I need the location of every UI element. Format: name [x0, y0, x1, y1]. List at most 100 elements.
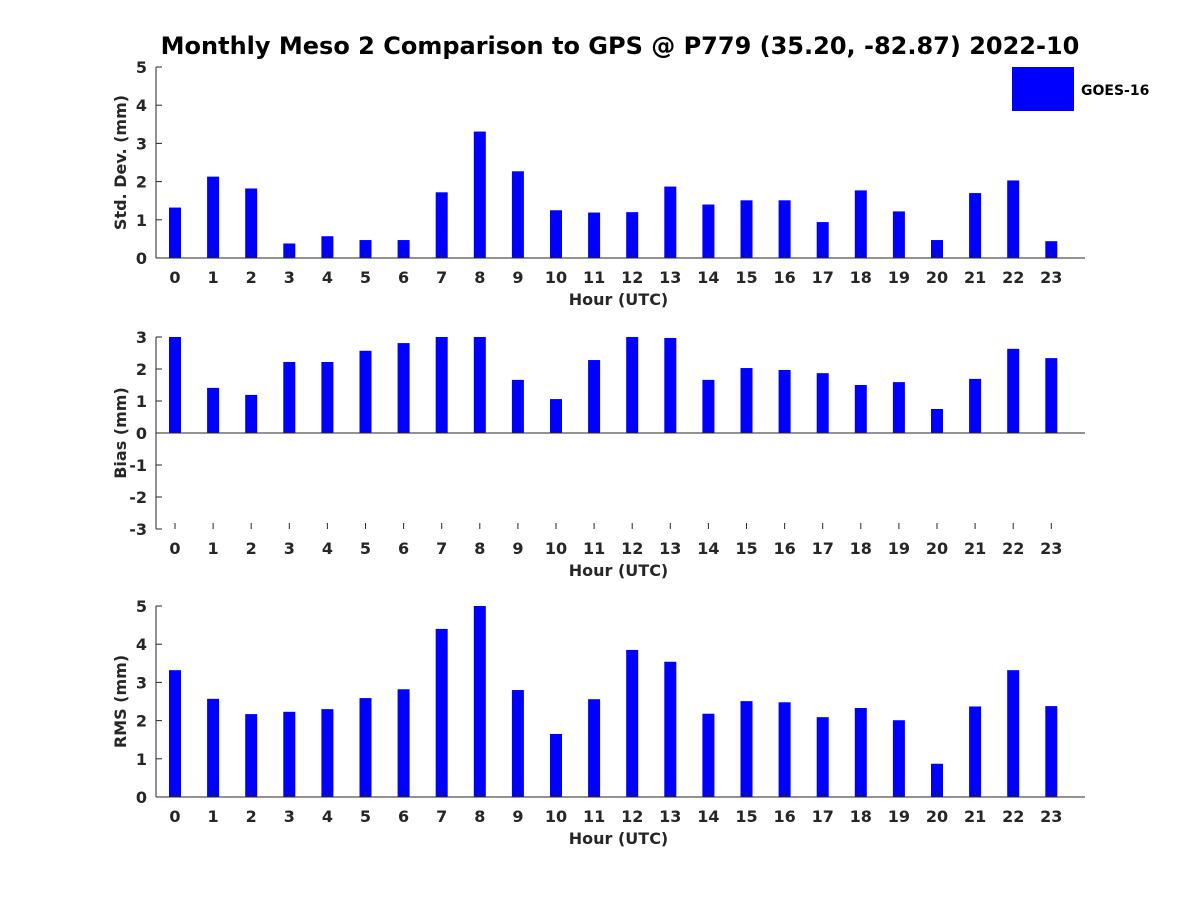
rms-bar-0	[169, 670, 181, 797]
std-dev-bar-6	[397, 240, 410, 258]
rms-bar-13	[664, 661, 677, 797]
std-dev-x-tick-label: 7	[436, 268, 447, 287]
rms-bar-12	[626, 649, 639, 797]
rms-x-tick-label: 17	[812, 807, 834, 826]
bias-x-tick-label: 18	[850, 539, 872, 558]
std-dev-bar-5	[359, 240, 372, 258]
std-dev-x-tick-label: 4	[322, 268, 333, 287]
rms-bar-19	[892, 720, 905, 797]
std-dev-x-tick-label: 21	[964, 268, 986, 287]
std-dev-bar-8	[473, 131, 486, 258]
rms-bar-11	[588, 699, 601, 797]
rms-bar-10	[550, 733, 562, 797]
std-dev-x-tick-label: 10	[545, 268, 567, 287]
rms-bar-5	[359, 698, 372, 797]
rms-x-tick-label: 3	[284, 807, 295, 826]
bias-x-tick-label: 10	[545, 539, 567, 558]
std-dev-x-tick-label: 19	[888, 268, 910, 287]
std-dev-x-tick-label: 16	[773, 268, 795, 287]
bias-x-tick-label: 15	[735, 539, 757, 558]
rms-x-tick-label: 18	[850, 807, 872, 826]
rms-bar-20	[931, 763, 943, 797]
bias-bar-0	[169, 337, 181, 433]
bias-y-tick-label: -2	[129, 488, 147, 507]
std-dev-x-tick-label: 1	[208, 268, 219, 287]
bias-bar-3	[283, 361, 296, 433]
rms-x-tick-label: 19	[888, 807, 910, 826]
rms-x-tick-label: 11	[583, 807, 605, 826]
std-dev-y-tick-label: 4	[136, 96, 147, 115]
std-dev-bar-13	[664, 186, 677, 258]
bias-bar-22	[1007, 348, 1020, 433]
rms-bar-2	[245, 714, 258, 797]
std-dev-x-tick-label: 18	[850, 268, 872, 287]
std-dev-bar-3	[283, 243, 296, 258]
std-dev-x-tick-label: 23	[1040, 268, 1062, 287]
rms-y-tick-label: 3	[136, 673, 147, 692]
std-dev-bar-16	[778, 200, 791, 258]
std-dev-bar-0	[169, 207, 181, 258]
rms-x-tick-label: 9	[512, 807, 523, 826]
std-dev-y-tick-label: 2	[136, 173, 147, 192]
rms-x-tick-label: 4	[322, 807, 333, 826]
bias-bar-7	[435, 337, 448, 433]
bias-bar-8	[473, 337, 486, 433]
std-dev-bar-21	[969, 193, 982, 258]
rms-x-label: Hour (UTC)	[569, 829, 669, 848]
bias-x-tick-label: 11	[583, 539, 605, 558]
rms-x-tick-label: 1	[208, 807, 219, 826]
rms-bar-16	[778, 702, 791, 797]
std-dev-x-tick-label: 13	[659, 268, 681, 287]
rms-bar-14	[702, 713, 715, 797]
bias-x-tick-label: 16	[773, 539, 795, 558]
bias-x-tick-label: 20	[926, 539, 948, 558]
rms-bar-9	[511, 690, 524, 797]
bias-bar-16	[778, 369, 791, 433]
rms-x-tick-label: 2	[246, 807, 257, 826]
bias-y-tick-label: 0	[136, 424, 147, 443]
std-dev-x-tick-label: 5	[360, 268, 371, 287]
bias-x-tick-label: 5	[360, 539, 371, 558]
std-dev-x-label: Hour (UTC)	[569, 290, 669, 309]
rms-bar-3	[283, 711, 296, 797]
rms-y-tick-label: 1	[136, 750, 147, 769]
rms-x-tick-label: 14	[697, 807, 719, 826]
bias-bar-17	[816, 373, 829, 433]
rms-x-tick-label: 0	[169, 807, 180, 826]
rms-y-tick-label: 5	[136, 597, 147, 616]
rms-bar-21	[969, 706, 982, 797]
rms-y-tick-label: 0	[136, 788, 147, 807]
bias-bar-14	[702, 379, 715, 433]
bias-bar-18	[854, 385, 867, 433]
bias-x-tick-label: 7	[436, 539, 447, 558]
std-dev-bar-22	[1007, 180, 1020, 258]
bias-x-tick-label: 8	[474, 539, 485, 558]
rms-bar-15	[740, 701, 753, 797]
bias-x-tick-label: 21	[964, 539, 986, 558]
bias-bar-6	[397, 343, 410, 433]
rms-y-tick-label: 4	[136, 635, 147, 654]
bias-x-tick-label: 23	[1040, 539, 1062, 558]
std-dev-x-tick-label: 9	[512, 268, 523, 287]
std-dev-y-tick-label: 0	[136, 249, 147, 268]
std-dev-x-tick-label: 20	[926, 268, 948, 287]
bias-bar-20	[931, 409, 943, 433]
rms-x-tick-label: 8	[474, 807, 485, 826]
bias-bar-10	[550, 399, 562, 433]
bias-bar-9	[511, 379, 524, 433]
bias-bar-13	[664, 337, 677, 433]
rms-x-tick-label: 16	[773, 807, 795, 826]
bias-bar-11	[588, 360, 601, 433]
bias-bar-2	[245, 394, 258, 433]
std-dev-bar-1	[207, 176, 220, 258]
bias-bar-21	[969, 378, 982, 433]
rms-bar-6	[397, 689, 410, 797]
bias-x-tick-label: 1	[208, 539, 219, 558]
std-dev-x-tick-label: 2	[246, 268, 257, 287]
rms-bar-8	[473, 606, 486, 797]
bias-y-tick-label: -1	[129, 456, 147, 475]
std-dev-bar-2	[245, 188, 258, 258]
std-dev-y-tick-label: 1	[136, 211, 147, 230]
